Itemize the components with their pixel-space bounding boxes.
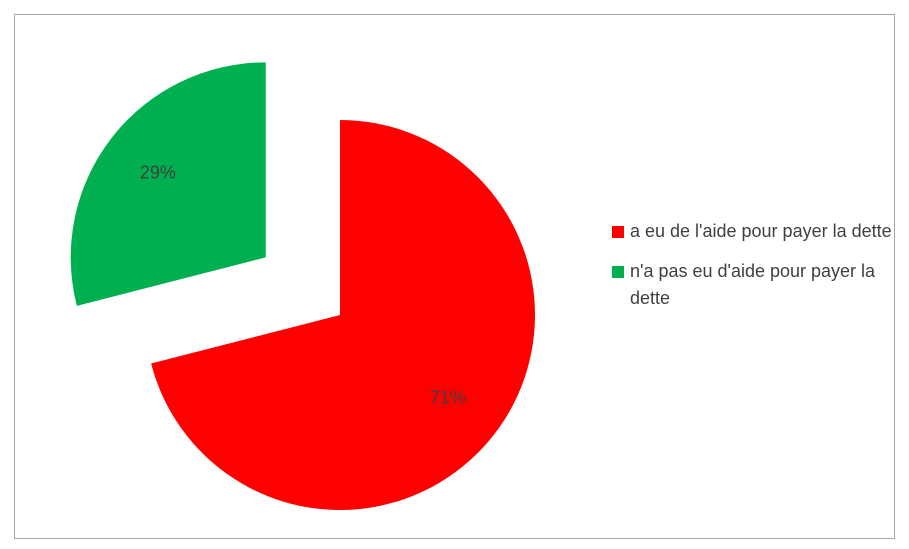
pie-slice xyxy=(151,120,536,511)
legend-item: n'a pas eu d'aide pour payer la dette xyxy=(612,258,897,312)
legend: a eu de l'aide pour payer la dette n'a pa… xyxy=(612,218,897,325)
legend-label: a eu de l'aide pour payer la dette xyxy=(630,221,892,241)
legend-swatch xyxy=(612,266,624,278)
data-label: 71% xyxy=(430,387,466,407)
legend-item: a eu de l'aide pour payer la dette xyxy=(612,218,897,245)
legend-label: n'a pas eu d'aide pour payer la dette xyxy=(630,261,876,308)
legend-swatch xyxy=(612,226,624,238)
pie-slice xyxy=(70,62,266,306)
data-label: 29% xyxy=(140,162,176,182)
